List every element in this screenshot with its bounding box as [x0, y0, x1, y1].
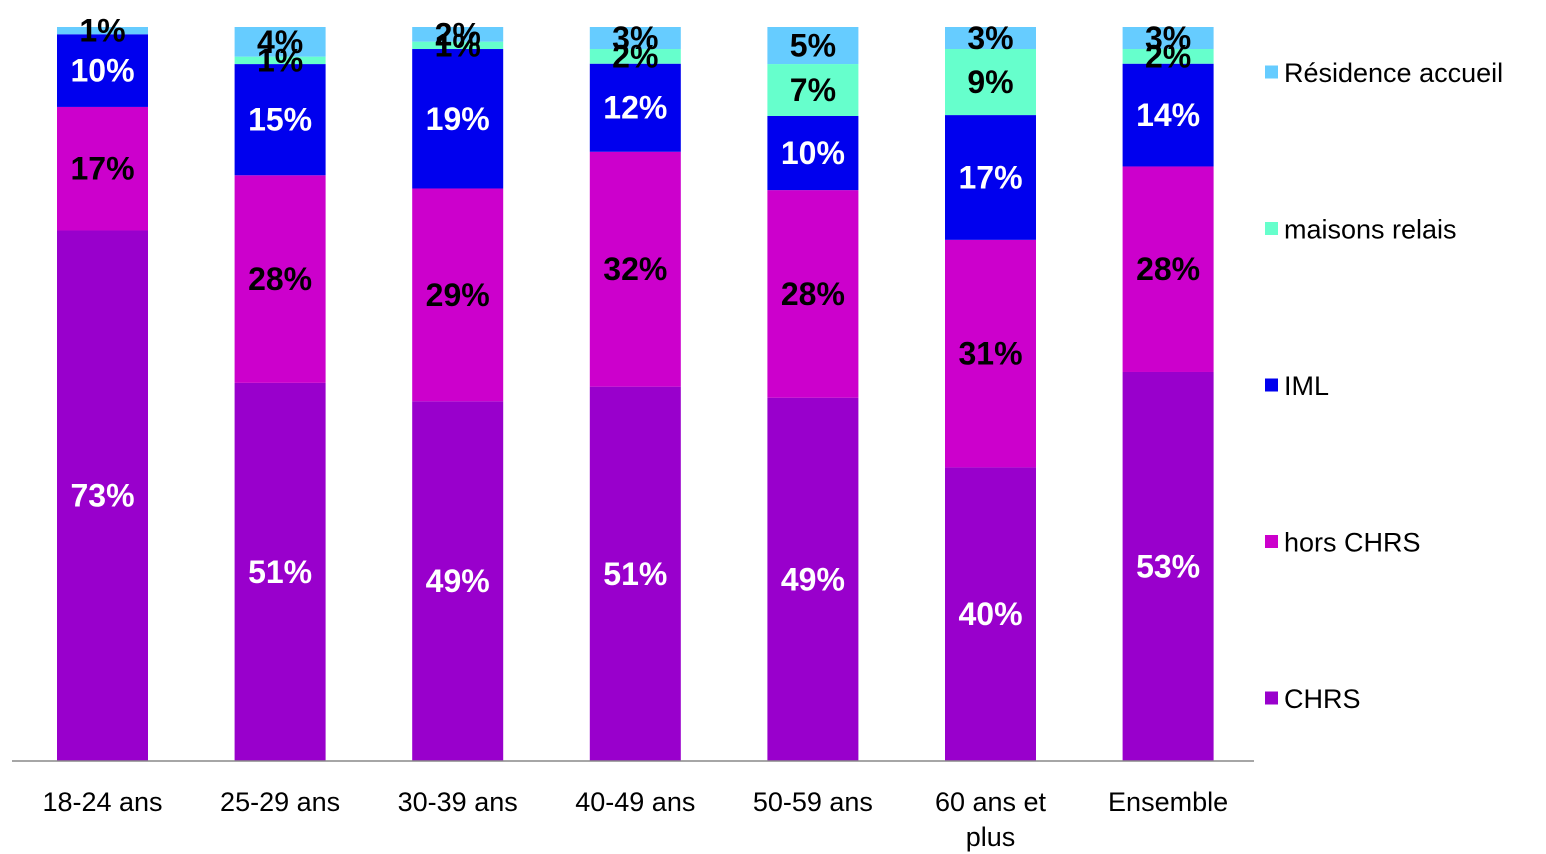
bar-30-39-ans-maisons-relais	[412, 41, 504, 50]
data-label-25-29-ans-hors-chrs: 28%	[248, 261, 312, 297]
data-label-60-ans-et-plus-r-sidence-accueil: 3%	[967, 20, 1013, 56]
data-label-18-24-ans-r-sidence-accueil: 1%	[79, 13, 125, 49]
data-label-40-49-ans-r-sidence-accueil: 3%	[612, 20, 658, 56]
data-label-ensemble-chrs: 53%	[1136, 548, 1200, 584]
bar-25-29-ans-hors-chrs	[234, 175, 326, 383]
bar-25-29-ans-iml	[234, 64, 326, 176]
bar-60-ans-et-plus-iml	[945, 115, 1036, 240]
data-label-ensemble-iml: 14%	[1136, 97, 1200, 133]
data-label-18-24-ans-hors-chrs: 17%	[70, 151, 134, 187]
bar-18-24-ans-iml	[57, 34, 148, 107]
bar-50-59-ans-r-sidence-accueil	[767, 27, 859, 65]
data-label-18-24-ans-chrs: 73%	[70, 478, 134, 514]
data-label-50-59-ans-r-sidence-accueil: 5%	[790, 28, 836, 64]
legend-item-hors-chrs: hors CHRS	[1265, 528, 1421, 558]
data-label-40-49-ans-iml: 12%	[603, 90, 667, 126]
category-label-30-39-ans: 30-39 ans	[398, 787, 518, 817]
data-label-30-39-ans-chrs: 49%	[426, 563, 490, 599]
data-label-ensemble-maisons-relais: 2%	[1145, 38, 1191, 74]
bar-ensemble-maisons-relais	[1122, 49, 1214, 64]
bar-50-59-ans-chrs	[767, 397, 859, 761]
data-labels-group: 73%17%10%1%51%28%15%1%4%49%29%19%1%2%51%…	[70, 13, 1200, 633]
data-label-60-ans-et-plus-iml: 17%	[958, 159, 1022, 195]
bar-ensemble-chrs	[1122, 371, 1214, 761]
bar-25-29-ans-chrs	[234, 382, 326, 761]
legend-label-iml: IML	[1284, 371, 1329, 401]
bar-ensemble-r-sidence-accueil	[1122, 27, 1214, 50]
data-label-40-49-ans-chrs: 51%	[603, 556, 667, 592]
bar-30-39-ans-hors-chrs	[412, 188, 504, 402]
legend-label-r-sidence-accueil: Résidence accueil	[1284, 58, 1503, 88]
legend-swatch-chrs	[1265, 691, 1278, 705]
data-label-50-59-ans-hors-chrs: 28%	[781, 276, 845, 312]
bar-40-49-ans-chrs	[589, 386, 681, 761]
legend-item-r-sidence-accueil: Résidence accueil	[1265, 58, 1503, 88]
legend-swatch-maisons-relais	[1265, 222, 1278, 235]
category-label-60-ans-et-plus: 60 ans et plus	[935, 787, 1047, 852]
bar-40-49-ans-r-sidence-accueil	[589, 27, 681, 50]
data-label-50-59-ans-chrs: 49%	[781, 561, 845, 597]
data-label-30-39-ans-r-sidence-accueil: 2%	[435, 16, 481, 52]
category-labels-group: 18-24 ans 25-29 ans 30-39 ans 40-49 ans 50-5…	[42, 787, 1228, 852]
bar-60-ans-et-plus-chrs	[945, 467, 1036, 761]
data-label-50-59-ans-iml: 10%	[781, 135, 845, 171]
category-label-25-29-ans: 25-29 ans	[220, 787, 340, 817]
category-label-ensemble: Ensemble	[1108, 787, 1228, 817]
legend-label-hors-chrs: hors CHRS	[1284, 528, 1421, 558]
data-label-60-ans-et-plus-maisons-relais: 9%	[967, 64, 1013, 100]
legend-swatch-r-sidence-accueil	[1265, 65, 1278, 79]
bar-30-39-ans-r-sidence-accueil	[412, 27, 504, 42]
data-label-25-29-ans-r-sidence-accueil: 4%	[257, 24, 303, 60]
legend-label-maisons-relais: maisons relais	[1284, 215, 1457, 245]
bar-50-59-ans-hors-chrs	[767, 190, 859, 398]
data-label-60-ans-et-plus-hors-chrs: 31%	[958, 336, 1022, 372]
bar-18-24-ans-r-sidence-accueil	[57, 27, 148, 35]
bar-18-24-ans-chrs	[57, 230, 148, 761]
data-label-ensemble-hors-chrs: 28%	[1136, 251, 1200, 287]
bar-60-ans-et-plus-hors-chrs	[945, 239, 1036, 468]
data-label-40-49-ans-hors-chrs: 32%	[603, 251, 667, 287]
bar-30-39-ans-chrs	[412, 401, 504, 761]
data-label-ensemble-r-sidence-accueil: 3%	[1145, 20, 1191, 56]
legend: Résidence accueil maisons relais IML hors C…	[1265, 58, 1503, 714]
legend-swatch-iml	[1265, 378, 1278, 392]
bar-ensemble-iml	[1122, 63, 1214, 167]
legend-label-chrs: CHRS	[1284, 684, 1361, 714]
data-label-30-39-ans-maisons-relais: 1%	[435, 27, 481, 63]
category-label-50-59-ans: 50-59 ans	[753, 787, 873, 817]
legend-item-maisons-relais: maisons relais	[1265, 215, 1457, 245]
bar-25-29-ans-r-sidence-accueil	[234, 27, 326, 57]
data-label-30-39-ans-hors-chrs: 29%	[426, 277, 490, 313]
data-label-50-59-ans-maisons-relais: 7%	[790, 72, 836, 108]
data-label-25-29-ans-maisons-relais: 1%	[257, 42, 303, 78]
bar-40-49-ans-iml	[589, 63, 681, 152]
bar-40-49-ans-hors-chrs	[589, 151, 681, 387]
data-label-30-39-ans-iml: 19%	[426, 101, 490, 137]
bar-25-29-ans-maisons-relais	[234, 56, 326, 65]
bar-50-59-ans-iml	[767, 115, 859, 191]
bar-60-ans-et-plus-r-sidence-accueil	[945, 27, 1036, 50]
category-label-40-49-ans: 40-49 ans	[575, 787, 695, 817]
bar-40-49-ans-maisons-relais	[589, 49, 681, 64]
category-label-18-24-ans: 18-24 ans	[42, 787, 162, 817]
data-label-25-29-ans-iml: 15%	[248, 102, 312, 138]
bar-30-39-ans-iml	[412, 49, 504, 189]
bar-60-ans-et-plus-maisons-relais	[945, 49, 1036, 116]
data-label-40-49-ans-maisons-relais: 2%	[612, 38, 658, 74]
legend-swatch-hors-chrs	[1265, 535, 1278, 548]
bar-50-59-ans-maisons-relais	[767, 64, 859, 116]
legend-item-chrs: CHRS	[1265, 684, 1361, 714]
legend-item-iml: IML	[1265, 371, 1329, 401]
data-label-60-ans-et-plus-chrs: 40%	[958, 596, 1022, 632]
bar-ensemble-hors-chrs	[1122, 166, 1214, 372]
bar-18-24-ans-hors-chrs	[57, 106, 148, 231]
data-label-18-24-ans-iml: 10%	[70, 53, 134, 89]
data-label-25-29-ans-chrs: 51%	[248, 554, 312, 590]
bars-group	[57, 27, 1214, 761]
